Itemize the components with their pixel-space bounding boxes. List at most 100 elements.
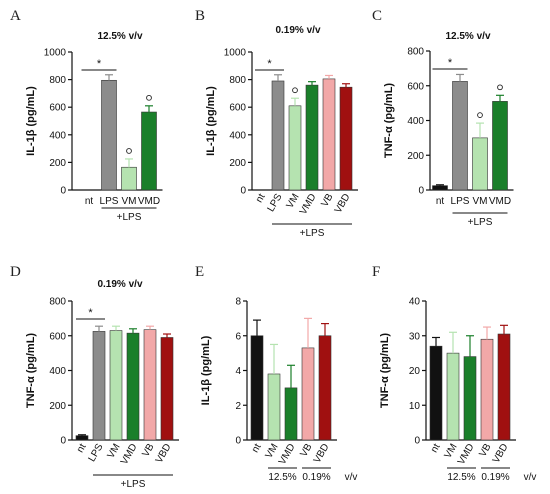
- bar-lps: [101, 79, 117, 191]
- bar-vbd: [497, 333, 511, 441]
- y-tick-label: 40: [409, 297, 421, 308]
- y-tick-label: 400: [49, 130, 66, 141]
- category-label: VMD: [489, 196, 511, 207]
- y-tick-label: 600: [49, 331, 66, 342]
- group-label: +LPS: [117, 212, 142, 223]
- y-axis-label: IL-1β (pg/mL): [25, 86, 37, 156]
- y-tick-label: 6: [235, 331, 241, 342]
- panel-letter-e: E: [195, 264, 204, 280]
- significance-circle: [292, 87, 298, 94]
- bar-vb: [480, 338, 494, 441]
- panel-letter-a: A: [10, 8, 21, 24]
- panel-letter-b: B: [195, 8, 205, 24]
- category-label: VB: [140, 442, 156, 459]
- bar-vm: [446, 352, 460, 441]
- y-tick-label: 20: [409, 366, 421, 377]
- bar-vmd: [126, 332, 140, 441]
- category-label: LPS: [100, 196, 119, 207]
- bar-nt: [250, 335, 264, 441]
- y-tick-label: 600: [407, 81, 424, 92]
- category-label: VM: [122, 196, 137, 207]
- category-label: nt: [254, 192, 268, 205]
- panel-title: 12.5% v/v: [97, 31, 142, 42]
- y-tick-label: 400: [229, 130, 246, 141]
- bar-vm: [288, 105, 302, 191]
- bar-vb: [322, 78, 336, 191]
- group-label: 12.5%: [268, 472, 296, 483]
- bar-vbd: [339, 86, 353, 191]
- y-axis-label: TNF-α (pg/mL): [383, 83, 395, 159]
- significance-circle: [126, 148, 132, 154]
- category-label: VMD: [119, 442, 140, 467]
- significance-star: *: [448, 57, 453, 69]
- group-label: 0.19%: [302, 472, 330, 483]
- group-label: 12.5%: [447, 472, 475, 483]
- bar-vmd: [141, 111, 157, 191]
- y-tick-label: 0: [240, 186, 246, 197]
- y-tick-label: 800: [49, 75, 66, 86]
- unit-label: v/v: [345, 472, 358, 483]
- bar-vm: [109, 330, 123, 441]
- y-tick-label: 10: [409, 401, 421, 412]
- bar-vm: [472, 137, 488, 191]
- panel-title: 0.19% v/v: [97, 279, 142, 290]
- bar-vmd: [284, 387, 298, 441]
- y-tick-label: 200: [49, 158, 66, 169]
- y-tick-label: 200: [407, 151, 424, 162]
- y-tick-label: 0: [60, 436, 66, 447]
- y-tick-label: 1000: [224, 48, 247, 59]
- panel-letter-c: C: [372, 8, 382, 24]
- group-label: 0.19%: [481, 472, 509, 483]
- significance-circle: [146, 94, 152, 101]
- y-axis-label: TNF-α (pg/mL): [379, 333, 391, 409]
- y-axis-label: TNF-α (pg/mL): [25, 333, 37, 409]
- significance-star: *: [97, 58, 102, 70]
- y-tick-label: 200: [49, 401, 66, 412]
- bar-lps: [271, 80, 285, 191]
- panel-title: 0.19% v/v: [275, 25, 320, 36]
- panel-letter-f: F: [372, 264, 380, 280]
- category-label: VB: [319, 192, 335, 209]
- category-label: VBD: [491, 442, 511, 465]
- y-tick-label: 600: [229, 103, 246, 114]
- significance-star: *: [267, 58, 272, 70]
- bar-vmd: [492, 101, 508, 191]
- category-label: LPS: [451, 196, 470, 207]
- group-label: +LPS: [300, 228, 325, 239]
- category-label: VMD: [138, 196, 160, 207]
- group-label: +LPS: [468, 217, 493, 228]
- bar-vmd: [305, 84, 319, 191]
- category-label: VM: [473, 196, 488, 207]
- category-label: VMD: [456, 442, 477, 467]
- y-tick-label: 800: [229, 75, 246, 86]
- category-label: nt: [75, 442, 89, 455]
- y-tick-label: 8: [235, 297, 241, 308]
- y-tick-label: 800: [407, 47, 424, 58]
- bar-nt: [432, 185, 448, 191]
- y-tick-label: 400: [49, 366, 66, 377]
- category-label: VMD: [298, 192, 319, 217]
- bar-vm: [121, 166, 137, 191]
- y-tick-label: 1000: [44, 48, 67, 59]
- bar-vbd: [160, 337, 174, 441]
- bar-lps: [452, 81, 468, 191]
- y-tick-label: 400: [407, 116, 424, 127]
- bar-nt: [429, 345, 443, 441]
- y-tick-label: 4: [235, 366, 241, 377]
- category-label: VB: [477, 442, 493, 459]
- y-axis-label: IL-1β (pg/mL): [205, 86, 217, 156]
- y-tick-label: 2: [235, 401, 241, 412]
- unit-label: v/v: [524, 472, 537, 483]
- category-label: VBD: [333, 192, 353, 215]
- y-tick-label: 0: [60, 186, 66, 197]
- bar-lps: [92, 331, 106, 441]
- category-label: VBD: [312, 442, 332, 465]
- category-label: nt: [436, 196, 445, 207]
- category-label: VBD: [154, 442, 174, 465]
- significance-circle: [477, 112, 483, 118]
- y-tick-label: 600: [49, 103, 66, 114]
- category-label: nt: [429, 442, 443, 455]
- bar-vmd: [463, 356, 477, 441]
- y-tick-label: 0: [235, 436, 241, 447]
